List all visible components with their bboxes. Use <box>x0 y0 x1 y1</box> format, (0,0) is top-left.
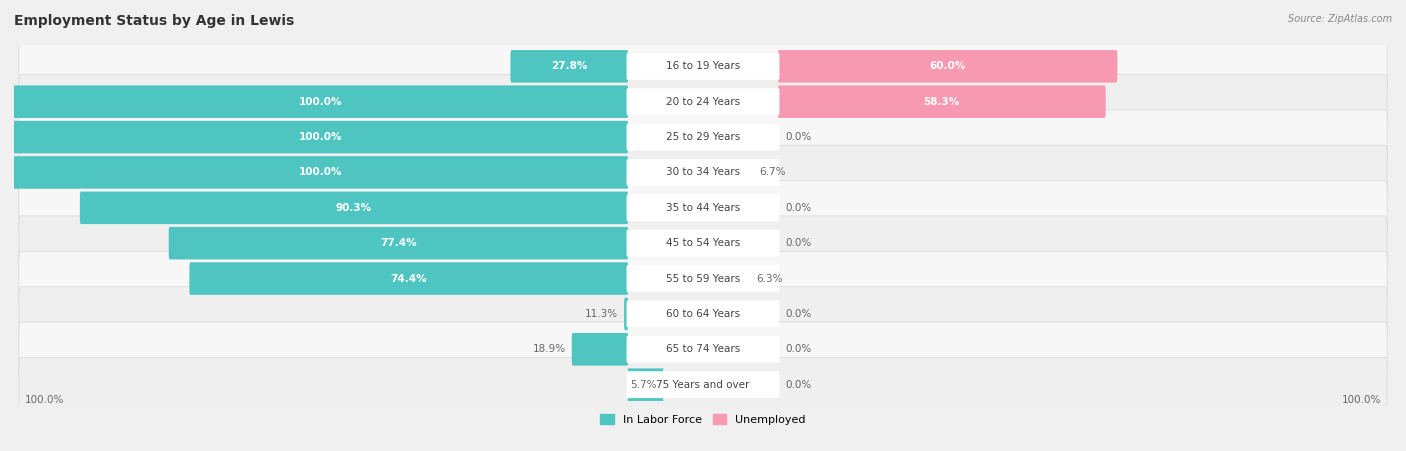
Text: 30 to 34 Years: 30 to 34 Years <box>666 167 740 177</box>
Text: 100.0%: 100.0% <box>299 167 343 177</box>
FancyBboxPatch shape <box>80 192 628 224</box>
FancyBboxPatch shape <box>13 156 628 189</box>
Text: 75 Years and over: 75 Years and over <box>657 380 749 390</box>
Text: 27.8%: 27.8% <box>551 61 588 71</box>
Text: 55 to 59 Years: 55 to 59 Years <box>666 274 740 284</box>
Text: 100.0%: 100.0% <box>299 97 343 107</box>
Text: Employment Status by Age in Lewis: Employment Status by Age in Lewis <box>14 14 294 28</box>
FancyBboxPatch shape <box>627 88 779 115</box>
Legend: In Labor Force, Unemployed: In Labor Force, Unemployed <box>596 410 810 429</box>
Text: 0.0%: 0.0% <box>786 238 811 248</box>
Text: 74.4%: 74.4% <box>391 274 427 284</box>
Text: 0.0%: 0.0% <box>786 309 811 319</box>
FancyBboxPatch shape <box>190 262 628 295</box>
FancyBboxPatch shape <box>169 227 628 259</box>
FancyBboxPatch shape <box>778 85 1105 118</box>
FancyBboxPatch shape <box>627 159 779 186</box>
Text: 16 to 19 Years: 16 to 19 Years <box>666 61 740 71</box>
FancyBboxPatch shape <box>624 298 628 330</box>
Text: 0.0%: 0.0% <box>786 132 811 142</box>
FancyBboxPatch shape <box>13 85 628 118</box>
FancyBboxPatch shape <box>627 371 779 398</box>
Text: 65 to 74 Years: 65 to 74 Years <box>666 344 740 354</box>
FancyBboxPatch shape <box>627 124 779 151</box>
Text: 5.7%: 5.7% <box>630 380 657 390</box>
Text: 18.9%: 18.9% <box>533 344 565 354</box>
FancyBboxPatch shape <box>627 336 779 363</box>
Text: 20 to 24 Years: 20 to 24 Years <box>666 97 740 107</box>
FancyBboxPatch shape <box>18 322 1388 377</box>
FancyBboxPatch shape <box>778 50 1118 83</box>
Text: 45 to 54 Years: 45 to 54 Years <box>666 238 740 248</box>
Text: 58.3%: 58.3% <box>924 97 960 107</box>
Text: 35 to 44 Years: 35 to 44 Years <box>666 203 740 213</box>
FancyBboxPatch shape <box>18 216 1388 271</box>
FancyBboxPatch shape <box>18 110 1388 164</box>
FancyBboxPatch shape <box>18 74 1388 129</box>
FancyBboxPatch shape <box>627 300 779 327</box>
FancyBboxPatch shape <box>13 121 628 153</box>
FancyBboxPatch shape <box>18 145 1388 200</box>
FancyBboxPatch shape <box>627 265 779 292</box>
Text: 25 to 29 Years: 25 to 29 Years <box>666 132 740 142</box>
Text: 60 to 64 Years: 60 to 64 Years <box>666 309 740 319</box>
Text: 0.0%: 0.0% <box>786 203 811 213</box>
FancyBboxPatch shape <box>572 333 628 366</box>
Text: 0.0%: 0.0% <box>786 344 811 354</box>
FancyBboxPatch shape <box>18 39 1388 93</box>
Text: 90.3%: 90.3% <box>336 203 373 213</box>
Text: 6.7%: 6.7% <box>759 167 786 177</box>
Text: 0.0%: 0.0% <box>786 380 811 390</box>
Text: 6.3%: 6.3% <box>756 274 783 284</box>
FancyBboxPatch shape <box>18 180 1388 235</box>
Text: 11.3%: 11.3% <box>585 309 619 319</box>
Text: 60.0%: 60.0% <box>929 61 966 71</box>
Text: 77.4%: 77.4% <box>380 238 416 248</box>
FancyBboxPatch shape <box>627 194 779 221</box>
FancyBboxPatch shape <box>627 368 664 401</box>
FancyBboxPatch shape <box>18 251 1388 306</box>
Text: 100.0%: 100.0% <box>299 132 343 142</box>
FancyBboxPatch shape <box>510 50 628 83</box>
FancyBboxPatch shape <box>18 358 1388 412</box>
Text: 100.0%: 100.0% <box>24 395 63 405</box>
FancyBboxPatch shape <box>18 287 1388 341</box>
Text: Source: ZipAtlas.com: Source: ZipAtlas.com <box>1288 14 1392 23</box>
Text: 100.0%: 100.0% <box>1343 395 1382 405</box>
FancyBboxPatch shape <box>627 53 779 80</box>
FancyBboxPatch shape <box>627 230 779 257</box>
